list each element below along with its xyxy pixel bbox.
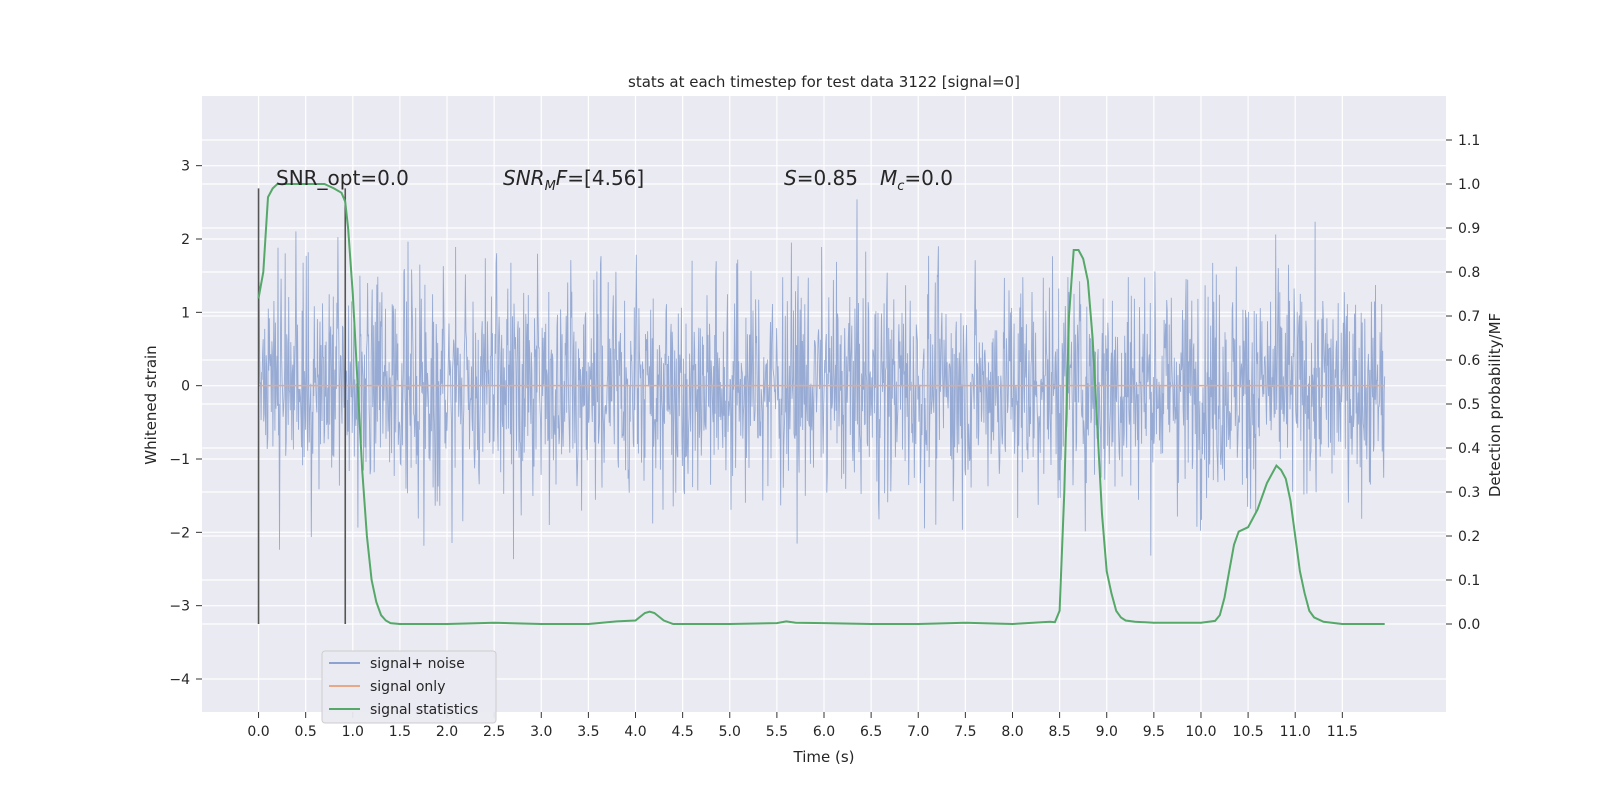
x-tick-label: 0.0 [247,724,269,740]
snr-mf-symbol: SNR [503,166,545,190]
x-tick-label: 5.5 [766,724,788,740]
x-tick-label: 5.0 [719,724,741,740]
y-left-axis-ticks: −4 −3 −2 −1 0 1 2 3 [169,159,202,688]
x-tick-label: 9.0 [1096,724,1118,740]
mc-symbol: M [880,166,897,190]
x-tick-label: 1.5 [389,724,411,740]
x-tick-label: 3.0 [530,724,552,740]
x-tick-label: 4.0 [624,724,646,740]
y-right-axis-ticks: 0.0 0.1 0.2 0.3 0.4 0.5 0.6 0.7 0.8 0.9 1.0 1.1 [1446,133,1480,633]
y-right-tick-label: 0.9 [1458,221,1480,237]
x-tick-label: 7.0 [907,724,929,740]
y-right-axis-label: Detection probability/MF [1486,313,1504,497]
x-tick-label: 6.0 [813,724,835,740]
x-tick-label: 7.5 [954,724,976,740]
x-tick-label: 6.5 [860,724,882,740]
legend-label-signal-noise: signal+ noise [370,656,465,672]
mc-subscript: c [897,179,904,194]
x-tick-label: 9.5 [1143,724,1165,740]
x-tick-label: 11.5 [1327,724,1358,740]
signal-noise-series [258,199,1386,560]
x-tick-label: 3.5 [577,724,599,740]
x-tick-label: 8.5 [1048,724,1070,740]
x-axis-label: Time (s) [793,748,855,766]
y-left-tick-label: 3 [181,159,190,175]
annotation-snr-opt: SNR_opt=0.0 [276,166,409,190]
snr-mf-f: F [556,166,568,190]
y-right-tick-label: 0.5 [1458,397,1480,413]
signal-noise-line [258,199,1386,560]
x-tick-label: 8.0 [1001,724,1023,740]
x-tick-label: 10.0 [1185,724,1216,740]
s-value: =0.85 [797,166,858,190]
y-left-tick-label: −4 [169,672,190,688]
x-axis-ticks: 0.0 0.5 1.0 1.5 2.0 2.5 3.0 3.5 4.0 4.5 5.0 5.5 6.0 6… [247,712,1358,740]
mc-value: =0.0 [904,166,953,190]
y-right-tick-label: 0.4 [1458,441,1480,457]
legend-box [321,650,497,724]
signal-statistics-line [257,183,1385,626]
y-left-tick-label: 2 [181,232,190,248]
annotation-mc: Mc=0.0 [880,166,953,194]
y-right-tick-label: 1.1 [1458,133,1480,149]
y-left-axis-label: Whitened strain [142,345,160,464]
y-right-tick-label: 0.8 [1458,265,1480,281]
x-tick-label: 2.5 [483,724,505,740]
y-right-tick-label: 0.1 [1458,573,1480,589]
vertical-markers [257,188,347,624]
x-tick-label: 11.0 [1280,724,1311,740]
legend-label-signal-only: signal only [370,679,445,695]
s-symbol: S [784,166,797,190]
y-right-tick-label: 0.2 [1458,529,1480,545]
x-tick-label: 2.0 [436,724,458,740]
x-tick-label: 1.0 [342,724,364,740]
y-right-tick-label: 0.6 [1458,353,1480,369]
snr-mf-subscript: M [545,179,556,194]
signal-statistics-series [257,183,1385,626]
y-left-tick-label: −1 [169,452,190,468]
annotation-snr-mf: SNRMF=[4.56] [503,166,644,194]
x-tick-label: 0.5 [295,724,317,740]
snr-mf-value: =[4.56] [567,166,644,190]
y-right-tick-label: 0.3 [1458,485,1480,501]
x-tick-label: 10.5 [1233,724,1264,740]
y-left-tick-label: −2 [169,525,190,541]
legend-label-signal-statistics: signal statistics [370,702,478,718]
annotation-s: S=0.85 [784,166,858,190]
y-left-tick-label: 0 [181,379,190,395]
legend: signal+ noise signal only signal statist… [321,650,497,724]
y-left-tick-label: −3 [169,599,190,615]
y-right-tick-label: 0.0 [1458,617,1480,633]
x-tick-label: 4.5 [672,724,694,740]
y-right-tick-label: 1.0 [1458,177,1480,193]
y-left-tick-label: 1 [181,305,190,321]
chart-title: stats at each timestep for test data 312… [628,73,1020,91]
y-right-tick-label: 0.7 [1458,309,1480,325]
